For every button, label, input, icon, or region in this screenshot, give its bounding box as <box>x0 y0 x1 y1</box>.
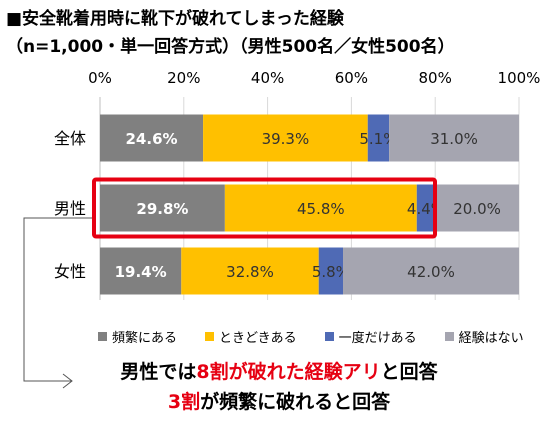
bar-segment <box>224 184 417 232</box>
data-label: 29.8% <box>136 200 188 218</box>
x-tick-label: 100% <box>498 69 541 87</box>
x-tick-label: 60% <box>335 69 368 87</box>
category-label: 女性 <box>54 262 86 281</box>
legend-item: ときどきある <box>205 327 297 346</box>
data-label: 19.4% <box>115 263 167 281</box>
x-tick-label: 80% <box>419 69 452 87</box>
data-label: 31.0% <box>430 130 478 148</box>
highlight-box <box>92 177 437 239</box>
x-tick-label: 20% <box>167 69 200 87</box>
legend-swatch <box>205 332 215 341</box>
category-label: 全体 <box>54 129 86 148</box>
data-label: 45.8% <box>297 200 345 218</box>
note2-part-b: が頻繁に破れると回答 <box>200 391 391 413</box>
legend-swatch <box>98 332 107 341</box>
legend-label: ときどきある <box>219 331 297 346</box>
bar-segment <box>367 114 390 162</box>
bar-segment <box>343 247 519 295</box>
note1-part-b: 8割が破れた経験アリ <box>196 361 381 383</box>
data-label: 42.0% <box>407 263 455 281</box>
data-label: 39.3% <box>262 130 310 148</box>
note1-part-c: と回答 <box>380 361 438 383</box>
connector-arrowhead <box>62 373 73 389</box>
legend-label: 一度だけある <box>338 331 417 346</box>
data-label: 5.1% <box>359 130 397 148</box>
data-label: 24.6% <box>126 130 178 148</box>
note2-part-a: 3割 <box>167 391 201 413</box>
bar-segment <box>100 114 204 162</box>
bar-segment <box>203 114 368 162</box>
bar-segment <box>100 247 182 295</box>
bar-segment <box>389 114 519 162</box>
summary-note-line1: 男性では8割が破れた経験アリと回答 <box>0 357 558 384</box>
legend-item: 一度だけある <box>324 327 417 346</box>
data-label: 5.8% <box>312 263 350 281</box>
legend-swatch <box>444 332 454 341</box>
x-tick-label: 40% <box>251 69 284 87</box>
bar-segment <box>100 184 225 232</box>
x-tick-label: 0% <box>88 69 112 87</box>
bar-segment <box>435 184 519 232</box>
bar-segment <box>416 184 436 232</box>
legend-swatch <box>324 332 334 341</box>
legend-item: 頻繁にある <box>98 327 177 346</box>
category-label: 男性 <box>54 199 86 218</box>
note1-part-a: 男性では <box>120 361 197 383</box>
bar-segment <box>318 247 344 295</box>
legend-item: 経験はない <box>444 327 524 346</box>
chart-subtitle: （n=1,000・単一回答方式）（男性500名／女性500名） <box>6 37 455 57</box>
legend-label: 経験はない <box>458 331 524 346</box>
chart-title: ■安全靴着用時に靴下が破れてしまった経験 <box>6 9 344 29</box>
highlight-connector <box>23 217 93 382</box>
data-label: 32.8% <box>226 263 274 281</box>
data-label: 20.0% <box>453 200 501 218</box>
legend-label: 頻繁にある <box>112 331 178 346</box>
summary-note-line2: 3割が頻繁に破れると回答 <box>0 387 558 414</box>
bar-segment <box>181 247 319 295</box>
chart-legend: 頻繁にある ときどきある 一度だけある 経験はない <box>98 327 552 346</box>
